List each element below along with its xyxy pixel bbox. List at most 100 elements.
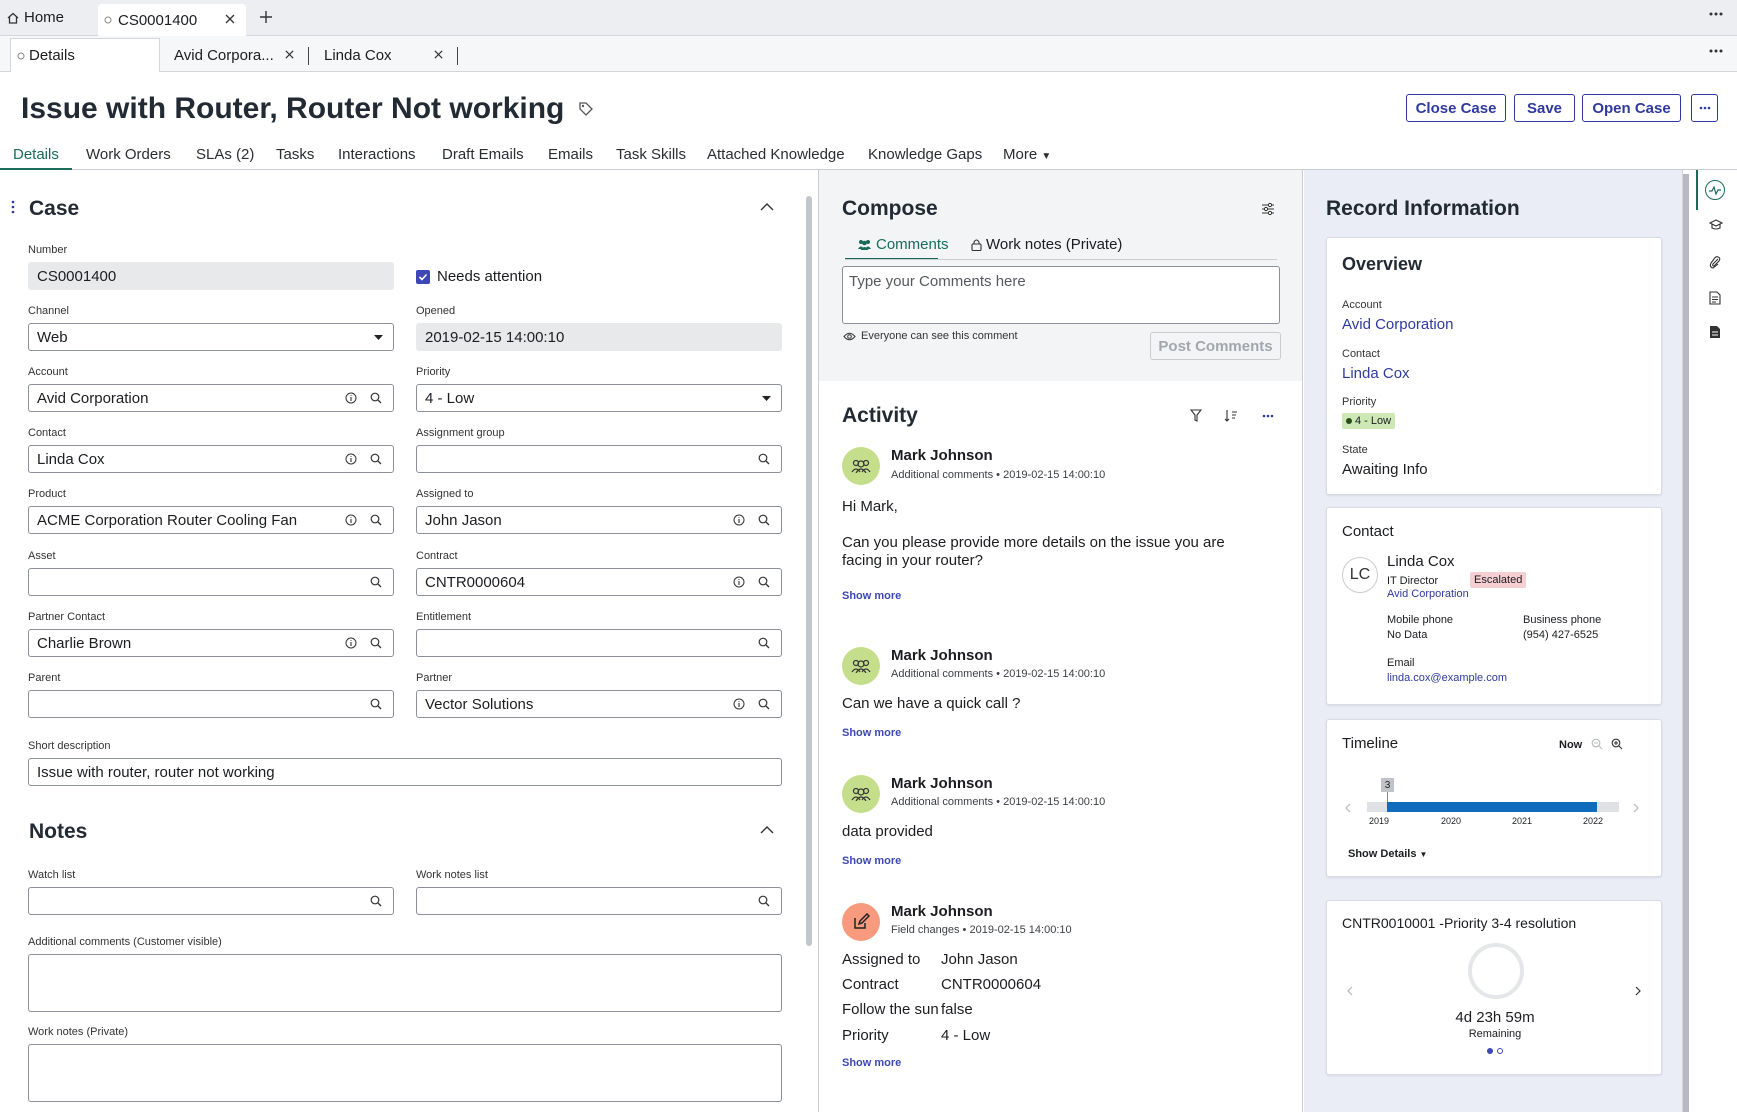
watch-list-field[interactable] — [28, 887, 394, 915]
activity-pulse-icon[interactable] — [1705, 180, 1725, 200]
event-count-badge[interactable]: 3 — [1381, 778, 1394, 792]
tab-knowledge-gaps[interactable]: Knowledge Gaps — [868, 146, 983, 163]
priority-select[interactable]: 4 - Low — [416, 384, 782, 412]
more-icon[interactable] — [1262, 414, 1274, 418]
close-case-button[interactable]: Close Case — [1406, 94, 1506, 122]
search-icon[interactable] — [758, 576, 770, 588]
paperclip-icon[interactable] — [1709, 256, 1723, 270]
pager-dot-active[interactable] — [1487, 1048, 1493, 1054]
close-icon[interactable] — [224, 13, 236, 25]
info-icon[interactable] — [733, 576, 745, 588]
info-icon[interactable] — [345, 514, 357, 526]
chevron-up-icon[interactable] — [760, 202, 774, 211]
graduation-cap-icon[interactable] — [1709, 219, 1723, 231]
work-notes-textarea[interactable] — [28, 1044, 782, 1102]
filled-document-icon[interactable] — [1709, 325, 1721, 339]
panel-scrollbar[interactable] — [1683, 174, 1689, 1112]
work-notes-list-field[interactable] — [416, 887, 782, 915]
product-field[interactable]: ACME Corporation Router Cooling Fan — [28, 506, 394, 534]
info-icon[interactable] — [345, 453, 357, 465]
more-actions-button[interactable] — [1691, 94, 1718, 122]
assigned-to-field[interactable]: John Jason — [416, 506, 782, 534]
filter-icon[interactable] — [1190, 409, 1202, 422]
search-icon[interactable] — [370, 514, 382, 526]
tag-icon[interactable] — [578, 101, 594, 117]
add-tab-icon[interactable] — [258, 9, 274, 25]
search-icon[interactable] — [758, 453, 770, 465]
short-description-field[interactable]: Issue with router, router not working — [28, 758, 782, 786]
form-scrollbar[interactable] — [806, 196, 812, 946]
chevron-right-icon[interactable] — [1633, 803, 1639, 813]
post-comments-button[interactable]: Post Comments — [1150, 332, 1281, 360]
info-icon[interactable] — [345, 637, 357, 649]
show-more-link[interactable]: Show more — [842, 855, 902, 867]
partner-field[interactable]: Vector Solutions — [416, 690, 782, 718]
sort-icon[interactable] — [1224, 409, 1238, 422]
search-icon[interactable] — [370, 576, 382, 588]
pager-dot[interactable] — [1497, 1048, 1503, 1054]
show-details-toggle[interactable]: Show Details ▼ — [1348, 848, 1427, 860]
home-tab[interactable]: Home — [6, 9, 64, 26]
search-icon[interactable] — [370, 392, 382, 404]
subtab-details[interactable]: Details — [10, 38, 160, 72]
asset-field[interactable] — [28, 568, 394, 596]
show-more-link[interactable]: Show more — [842, 1057, 902, 1069]
tab-slas[interactable]: SLAs (2) — [196, 146, 255, 163]
contract-field[interactable]: CNTR0000604 — [416, 568, 782, 596]
search-icon[interactable] — [370, 698, 382, 710]
close-icon[interactable] — [433, 49, 444, 60]
channel-select[interactable]: Web — [28, 323, 394, 351]
open-case-button[interactable]: Open Case — [1582, 94, 1681, 122]
tab-more[interactable]: More ▼ — [1003, 146, 1051, 163]
search-icon[interactable] — [758, 637, 770, 649]
search-icon[interactable] — [758, 514, 770, 526]
entitlement-field[interactable] — [416, 629, 782, 657]
settings-sliders-icon[interactable] — [1261, 202, 1275, 216]
zoom-in-icon[interactable] — [1611, 738, 1623, 750]
comment-input[interactable]: Type your Comments here — [842, 266, 1280, 324]
document-icon[interactable] — [1709, 291, 1721, 305]
more-icon[interactable] — [1709, 12, 1723, 16]
account-field[interactable]: Avid Corporation — [28, 384, 394, 412]
subtab-account[interactable]: Avid Corpora... — [174, 38, 274, 72]
tab-interactions[interactable]: Interactions — [338, 146, 416, 163]
tab-work-notes[interactable]: Work notes (Private) — [971, 236, 1122, 253]
now-button[interactable]: Now — [1559, 739, 1583, 751]
chevron-left-icon[interactable] — [1345, 803, 1351, 813]
timeline-range[interactable] — [1387, 802, 1597, 812]
chevron-up-icon[interactable] — [760, 825, 774, 834]
assignment-group-field[interactable] — [416, 445, 782, 473]
additional-comments-textarea[interactable] — [28, 954, 782, 1012]
info-icon[interactable] — [345, 392, 357, 404]
info-icon[interactable] — [733, 698, 745, 710]
tab-work-orders[interactable]: Work Orders — [86, 146, 171, 163]
needs-attention-checkbox[interactable] — [416, 270, 430, 284]
chevron-right-icon[interactable] — [1635, 986, 1641, 996]
chevron-left-icon[interactable] — [1347, 986, 1353, 996]
partner-contact-field[interactable]: Charlie Brown — [28, 629, 394, 657]
save-button[interactable]: Save — [1514, 94, 1575, 122]
tab-tasks[interactable]: Tasks — [276, 146, 315, 163]
show-more-link[interactable]: Show more — [842, 590, 902, 602]
parent-field[interactable] — [28, 690, 394, 718]
tab-comments[interactable]: Comments — [857, 236, 949, 253]
close-icon[interactable] — [284, 49, 295, 60]
account-link[interactable]: Avid Corporation — [1342, 316, 1454, 333]
search-icon[interactable] — [370, 895, 382, 907]
search-icon[interactable] — [758, 895, 770, 907]
zoom-out-icon[interactable] — [1591, 738, 1603, 750]
subtab-contact[interactable]: Linda Cox — [324, 38, 392, 72]
search-icon[interactable] — [758, 698, 770, 710]
contact-link[interactable]: Linda Cox — [1342, 365, 1410, 382]
email-link[interactable]: linda.cox@example.com — [1387, 672, 1507, 684]
contact-company-link[interactable]: Avid Corporation — [1387, 588, 1469, 600]
more-icon[interactable] — [1709, 49, 1723, 53]
search-icon[interactable] — [370, 637, 382, 649]
tab-case[interactable]: CS0001400 — [98, 4, 246, 36]
contact-field[interactable]: Linda Cox — [28, 445, 394, 473]
info-icon[interactable] — [733, 514, 745, 526]
show-more-link[interactable]: Show more — [842, 727, 902, 739]
tab-emails[interactable]: Emails — [548, 146, 594, 163]
drag-handle-icon[interactable] — [11, 200, 15, 214]
tab-attached-knowledge[interactable]: Attached Knowledge — [707, 146, 845, 163]
